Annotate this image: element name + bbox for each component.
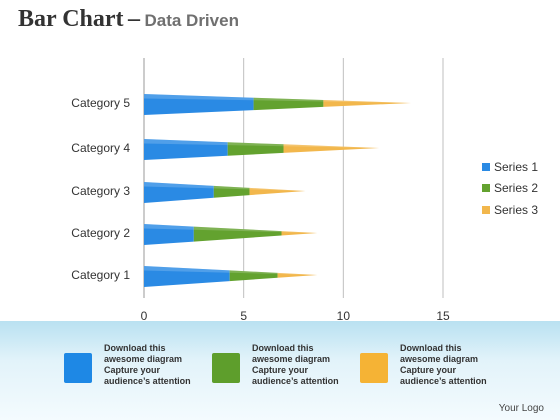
legend-label: Series 2 — [494, 181, 538, 195]
bar-segment — [323, 100, 412, 107]
bar-segment-highlight — [229, 270, 278, 274]
bar-segment-highlight — [227, 142, 284, 147]
card-line: awesome diagram — [252, 354, 331, 364]
card-line: audience’s attention — [252, 376, 339, 386]
card-line: audience’s attention — [104, 376, 191, 386]
category-label: Category 5 — [71, 96, 130, 110]
bar-segment-highlight — [249, 187, 306, 191]
bar-chart: 0 5 10 15 Category 1 Category 2 Category 3 Cate… — [71, 58, 538, 323]
bar-segment — [144, 224, 194, 245]
bar-segment-highlight — [253, 97, 324, 102]
bottom-band — [0, 321, 560, 420]
bar-segment-highlight — [213, 185, 250, 190]
bar-segment — [144, 182, 214, 203]
category-label: Category 3 — [71, 184, 130, 198]
category-label: Category 4 — [71, 141, 130, 155]
card-text: Download this awesome diagram Capture yo… — [252, 343, 362, 387]
title-main: Bar Chart — [18, 6, 124, 32]
card-line: awesome diagram — [400, 354, 479, 364]
x-tick-label: 15 — [436, 309, 450, 323]
bar-segment-highlight — [144, 94, 254, 101]
bar-segment-highlight — [193, 226, 282, 233]
bar-segment-highlight — [323, 100, 412, 103]
bar-segment-highlight — [277, 272, 318, 275]
card-line: audience’s attention — [400, 376, 487, 386]
bar-segment — [229, 270, 278, 282]
title-separator: – — [128, 6, 141, 32]
bar-segment — [144, 94, 254, 115]
bar-segment — [213, 185, 250, 198]
card-line: Capture your — [252, 365, 309, 375]
bar-segment — [277, 272, 318, 278]
card-line: Download this — [400, 343, 462, 353]
bar-segment — [253, 97, 324, 111]
bar-segment — [281, 231, 318, 236]
card-text: Download this awesome diagram Capture yo… — [400, 343, 510, 387]
bar-segment — [227, 142, 284, 156]
card-line: Capture your — [104, 365, 161, 375]
x-tick-label: 5 — [240, 309, 247, 323]
card-line: awesome diagram — [104, 354, 183, 364]
card-line: Download this — [104, 343, 166, 353]
card-swatch-green — [212, 353, 240, 383]
legend-swatch — [482, 206, 490, 214]
card-swatch-orange — [360, 353, 388, 383]
bar-segment-highlight — [144, 139, 228, 146]
legend-swatch — [482, 184, 490, 192]
bar-segment — [283, 144, 380, 153]
category-label: Category 2 — [71, 226, 130, 240]
bar-segment — [249, 187, 306, 196]
bar-segment-highlight — [144, 182, 214, 189]
bar-segment — [193, 226, 282, 242]
legend-label: Series 3 — [494, 203, 538, 217]
bar-segment-highlight — [281, 231, 318, 233]
title-subtitle: Data Driven — [144, 11, 239, 30]
card-swatch-blue — [64, 353, 92, 383]
card-line: Capture your — [400, 365, 457, 375]
x-tick-label: 0 — [141, 309, 148, 323]
card-text: Download this awesome diagram Capture yo… — [104, 343, 214, 387]
bar-segment-highlight — [144, 224, 194, 230]
legend-swatch — [482, 163, 490, 171]
logo-text: Your Logo — [498, 403, 544, 414]
card-line: Download this — [252, 343, 314, 353]
x-tick-label: 10 — [337, 309, 351, 323]
category-label: Category 1 — [71, 268, 130, 282]
page-title: Bar Chart – Data Driven — [18, 6, 239, 33]
bar-segment — [144, 266, 230, 287]
bar-segment-highlight — [144, 266, 230, 273]
bar-segment — [144, 139, 228, 160]
bar-segment-highlight — [283, 144, 380, 148]
legend-label: Series 1 — [494, 160, 538, 174]
